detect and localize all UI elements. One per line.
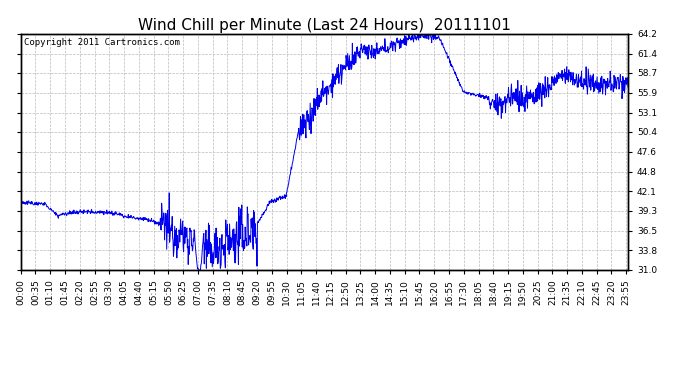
Title: Wind Chill per Minute (Last 24 Hours)  20111101: Wind Chill per Minute (Last 24 Hours) 20… [138,18,511,33]
Text: Copyright 2011 Cartronics.com: Copyright 2011 Cartronics.com [23,39,179,48]
